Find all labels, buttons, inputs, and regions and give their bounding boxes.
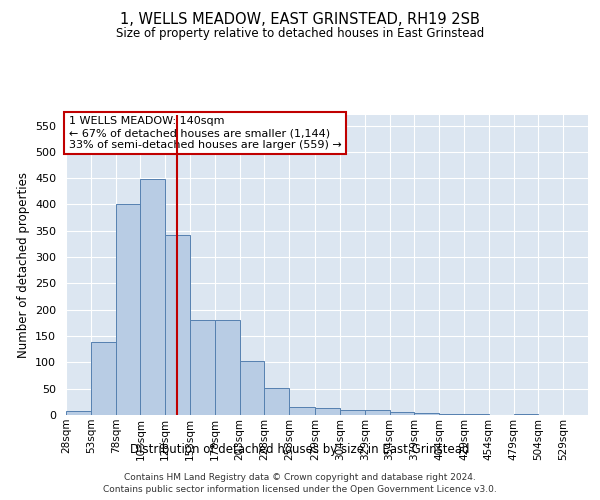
Y-axis label: Number of detached properties: Number of detached properties — [17, 172, 29, 358]
Bar — [116, 204, 140, 415]
Bar — [415, 414, 439, 415]
Text: 1, WELLS MEADOW, EAST GRINSTEAD, RH19 2SB: 1, WELLS MEADOW, EAST GRINSTEAD, RH19 2S… — [120, 12, 480, 28]
Bar — [215, 320, 239, 415]
Bar — [439, 414, 464, 415]
Bar — [464, 414, 489, 415]
Bar — [140, 179, 165, 415]
Text: Distribution of detached houses by size in East Grinstead: Distribution of detached houses by size … — [130, 442, 470, 456]
Bar — [289, 407, 315, 415]
Bar — [165, 235, 190, 415]
Bar — [265, 388, 289, 415]
Bar — [365, 410, 389, 415]
Bar — [514, 414, 538, 415]
Bar — [340, 410, 365, 415]
Bar — [239, 361, 265, 415]
Text: Contains HM Land Registry data © Crown copyright and database right 2024.: Contains HM Land Registry data © Crown c… — [124, 472, 476, 482]
Bar — [315, 408, 340, 415]
Text: 1 WELLS MEADOW: 140sqm
← 67% of detached houses are smaller (1,144)
33% of semi-: 1 WELLS MEADOW: 140sqm ← 67% of detached… — [68, 116, 341, 150]
Bar — [91, 342, 116, 415]
Bar — [190, 320, 215, 415]
Bar — [66, 411, 91, 415]
Text: Contains public sector information licensed under the Open Government Licence v3: Contains public sector information licen… — [103, 485, 497, 494]
Bar — [389, 412, 415, 415]
Text: Size of property relative to detached houses in East Grinstead: Size of property relative to detached ho… — [116, 28, 484, 40]
